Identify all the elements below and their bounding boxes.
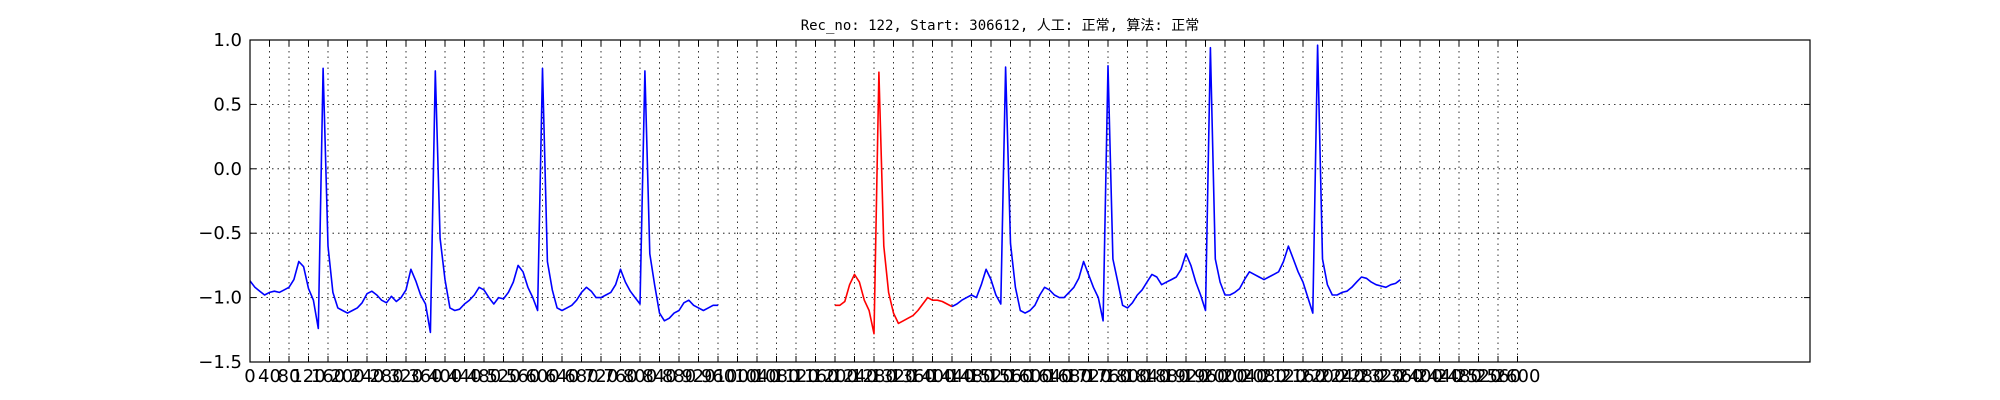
- x-tick-label: 200: [330, 366, 364, 387]
- y-tick-label: 0.5: [213, 94, 242, 115]
- x-tick-label: 2080: [1241, 366, 1287, 387]
- x-tick-label: 1320: [871, 366, 917, 387]
- x-tick-label: 2120: [1261, 366, 1307, 387]
- x-tick-label: 1960: [1183, 366, 1229, 387]
- x-tick-label: 880: [662, 366, 696, 387]
- x-tick-label: 1000: [715, 366, 761, 387]
- x-tick-label: 160: [311, 366, 345, 387]
- x-tick-label: 1480: [949, 366, 995, 387]
- x-tick-label: 440: [447, 366, 481, 387]
- x-tick-label: 680: [564, 366, 598, 387]
- x-tick-label: 1400: [910, 366, 956, 387]
- x-tick-label: 2000: [1202, 366, 1248, 387]
- x-tick-label: 1520: [968, 366, 1014, 387]
- x-tick-label: 1040: [734, 366, 780, 387]
- x-tick-label: 600: [525, 366, 559, 387]
- x-tick-label: 2160: [1280, 366, 1326, 387]
- x-tick-label: 1360: [890, 366, 936, 387]
- series-line-ecg-highlight: [835, 71, 953, 335]
- x-tick-label: 840: [642, 366, 676, 387]
- x-tick-label: 1760: [1085, 366, 1131, 387]
- x-tick-label: 280: [369, 366, 403, 387]
- x-tick-label: 800: [623, 366, 657, 387]
- x-tick-label: 2520: [1456, 366, 1502, 387]
- x-tick-label: 2280: [1339, 366, 1385, 387]
- x-tick-label: 960: [701, 366, 735, 387]
- x-tick-label: 2440: [1417, 366, 1463, 387]
- x-tick-label: 1080: [754, 366, 800, 387]
- x-tick-label: 1240: [832, 366, 878, 387]
- x-tick-label: 1680: [1046, 366, 1092, 387]
- x-tick-label: 2400: [1397, 366, 1443, 387]
- x-tick-label: 1440: [929, 366, 975, 387]
- x-tick-label: 2200: [1300, 366, 1346, 387]
- x-tick-label: 2320: [1358, 366, 1404, 387]
- x-tick-label: 640: [545, 366, 579, 387]
- x-tick-label: 1280: [851, 366, 897, 387]
- x-tick-label: 2600: [1495, 366, 1541, 387]
- series-line-ecg-after: [951, 44, 1401, 322]
- x-tick-label: 1200: [812, 366, 858, 387]
- y-tick-label: 0.0: [213, 159, 242, 180]
- x-tick-label: 920: [681, 366, 715, 387]
- x-tick-label: 400: [428, 366, 462, 387]
- x-tick-label: 720: [584, 366, 618, 387]
- x-tick-label: 1880: [1144, 366, 1190, 387]
- x-tick-label: 480: [467, 366, 501, 387]
- x-tick-label: 1640: [1027, 366, 1073, 387]
- x-tick-label: 120: [291, 366, 325, 387]
- x-tick-label: 320: [389, 366, 423, 387]
- x-tick-label: 2240: [1319, 366, 1365, 387]
- chart-title: Rec_no: 122, Start: 306612, 人工: 正常, 算法: …: [801, 18, 1200, 34]
- x-tick-label: 1720: [1066, 366, 1112, 387]
- x-tick-label: 1600: [1007, 366, 1053, 387]
- y-axis: 1.0 0.5 0.0 −0.5 −1.0 −1.5: [198, 30, 1810, 373]
- x-tick-label: 1800: [1105, 366, 1151, 387]
- x-axis: 0 408012016020024028032036040044048052056…: [244, 40, 1540, 387]
- x-tick-label: 1920: [1163, 366, 1209, 387]
- x-tick-label: 560: [506, 366, 540, 387]
- y-tick-label: −0.5: [198, 223, 242, 244]
- x-tick-label: 2480: [1436, 366, 1482, 387]
- x-tick-label: 360: [408, 366, 442, 387]
- series-group: [249, 44, 1401, 335]
- x-tick-label: 760: [603, 366, 637, 387]
- y-tick-label: −1.0: [198, 288, 242, 309]
- x-tick-label: 240: [350, 366, 384, 387]
- x-tick-label: 1840: [1124, 366, 1170, 387]
- y-tick-label: −1.5: [198, 352, 242, 373]
- x-tick-label: 2040: [1222, 366, 1268, 387]
- x-tick-label: 1560: [988, 366, 1034, 387]
- grid: [249, 39, 1810, 363]
- x-tick-label: 1120: [773, 366, 819, 387]
- x-tick-label: 0: [244, 366, 255, 387]
- x-tick-label: 40: [258, 366, 281, 387]
- x-tick-label: 1160: [793, 366, 839, 387]
- series-line-ecg-before: [249, 67, 718, 334]
- x-tick-label: 520: [486, 366, 520, 387]
- y-tick-label: 1.0: [213, 30, 242, 51]
- x-tick-label: 2560: [1475, 366, 1521, 387]
- x-tick-label: 2360: [1378, 366, 1424, 387]
- x-tick-label: 80: [278, 366, 301, 387]
